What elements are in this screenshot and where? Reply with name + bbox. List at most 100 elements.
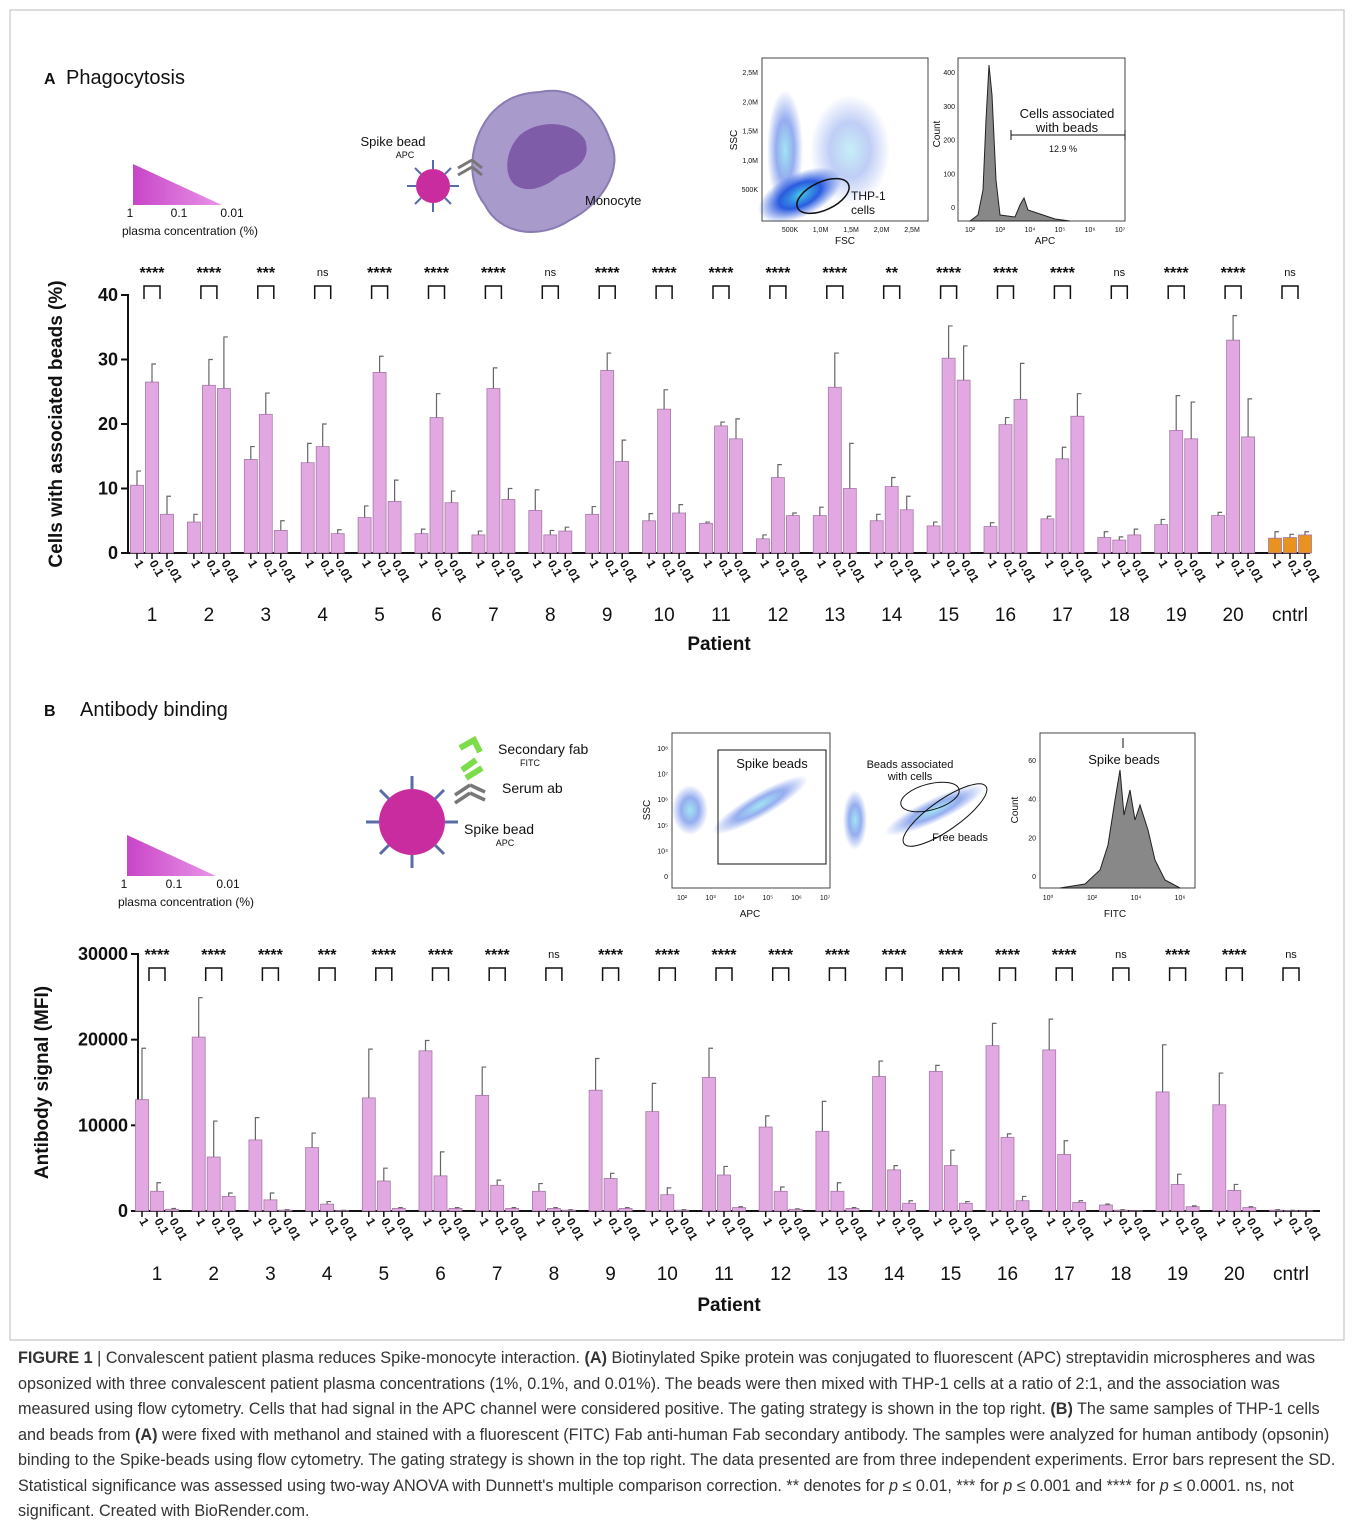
significance-bracket [484,285,503,299]
axis-label: SSC [729,130,740,151]
significance-bracket [200,285,218,299]
axis-label: FITC [1104,909,1126,920]
bar [357,517,372,554]
error-bar [1177,1173,1182,1185]
significance-label: **** [938,947,964,964]
sub-tick-label: 1 [1044,1216,1060,1229]
bar [206,1156,221,1212]
bar [448,1208,463,1212]
bar [1212,1104,1227,1212]
bar [150,1190,164,1212]
bar [191,1036,206,1212]
error-bar [208,358,213,386]
caption-part: p [1003,1476,1013,1495]
error-bar [141,1047,146,1100]
x-tick-label: 9 [602,605,613,626]
error-bar [1192,1205,1197,1207]
sub-tick-label: 1 [647,1216,663,1229]
error-bar [595,1057,600,1091]
bar [221,1196,236,1212]
bar [985,1045,1000,1212]
gate-label: Spike beads [1088,752,1160,767]
significance-label: **** [428,947,454,964]
significance-label: **** [598,947,624,964]
flow-tick-label: 60 [1028,758,1036,765]
bead-label: Spike bead [360,134,425,149]
error-bar [606,352,612,371]
x-tick-label: 1 [152,1264,163,1285]
significance-label: ns [317,267,329,279]
axis-label: FSC [835,236,855,247]
error-bar [337,529,342,534]
error-bar [511,1206,517,1209]
bar [603,1178,618,1212]
significance-label: **** [936,265,962,282]
bar [585,513,600,554]
sub-tick-label: 1 [987,1216,1003,1229]
y-axis-label: Cells with associated beads (%) [46,280,67,567]
bar [943,1165,958,1212]
significance-label: *** [318,947,337,964]
bar [376,1180,391,1212]
x-tick-label: 12 [770,1264,791,1285]
error-bar [538,1182,543,1192]
bar [330,533,345,554]
y-tick-label: 0 [118,1201,128,1221]
error-bar [1175,395,1181,431]
figure-border [9,9,1345,1341]
error-bar [705,521,710,524]
significance-label: ns [1285,949,1297,961]
error-bar [893,1165,899,1170]
bar [505,1208,520,1212]
gate-label: THP-1 [851,189,886,203]
x-tick-label: 18 [1110,1264,1131,1285]
y-axis-label: Antibody signal (MFI) [32,986,53,1179]
significance-label: ns [548,949,560,961]
x-tick-label: 1 [147,605,158,626]
error-bar [1021,1195,1027,1201]
flow-tick-label: 10⁴ [1131,895,1142,902]
bar [983,526,998,554]
error-bar [1160,518,1166,525]
flow-tick-label: 500K [742,187,759,194]
error-bar [891,476,896,487]
flow-tick-label: 1,0M [813,227,829,234]
sub-tick-label: 1 [644,558,660,571]
bar [130,484,144,554]
bar [1227,1190,1242,1212]
bar [902,1202,916,1212]
significance-label: **** [652,265,678,282]
caption-part: ≤ 0.0001. ns, not significant. Created w… [18,1476,1294,1521]
bar [660,1194,675,1212]
bar [998,424,1013,554]
error-bar [250,445,255,460]
significance-label: **** [993,265,1019,282]
bar [543,534,558,554]
caption-part: p [889,1476,899,1495]
bar [1154,524,1169,554]
x-tick-label: 19 [1167,1264,1188,1285]
significance-bracket [204,967,223,981]
bar [501,499,516,554]
significance-label: ns [1113,267,1125,279]
gradient-label: 0.1 [171,206,188,220]
error-bar [708,1047,713,1078]
significance-label: ns [1284,267,1296,279]
significance-label: **** [655,947,681,964]
antibody [457,158,483,177]
panel-title: Phagocytosis [66,67,185,89]
significance-bracket [996,285,1015,299]
significance-bracket [541,285,560,299]
x-tick-label: 20 [1224,1264,1245,1285]
sub-tick-label: 1 [1100,1216,1116,1229]
gate [717,749,827,865]
gradient-label: 0.01 [216,877,240,891]
bar [815,1130,830,1212]
bar [702,1076,716,1212]
significance-bracket [942,967,960,981]
bar [320,1203,335,1212]
flow-tick-label: 100 [943,171,955,178]
bar [1057,1154,1072,1212]
bar [1055,458,1070,554]
